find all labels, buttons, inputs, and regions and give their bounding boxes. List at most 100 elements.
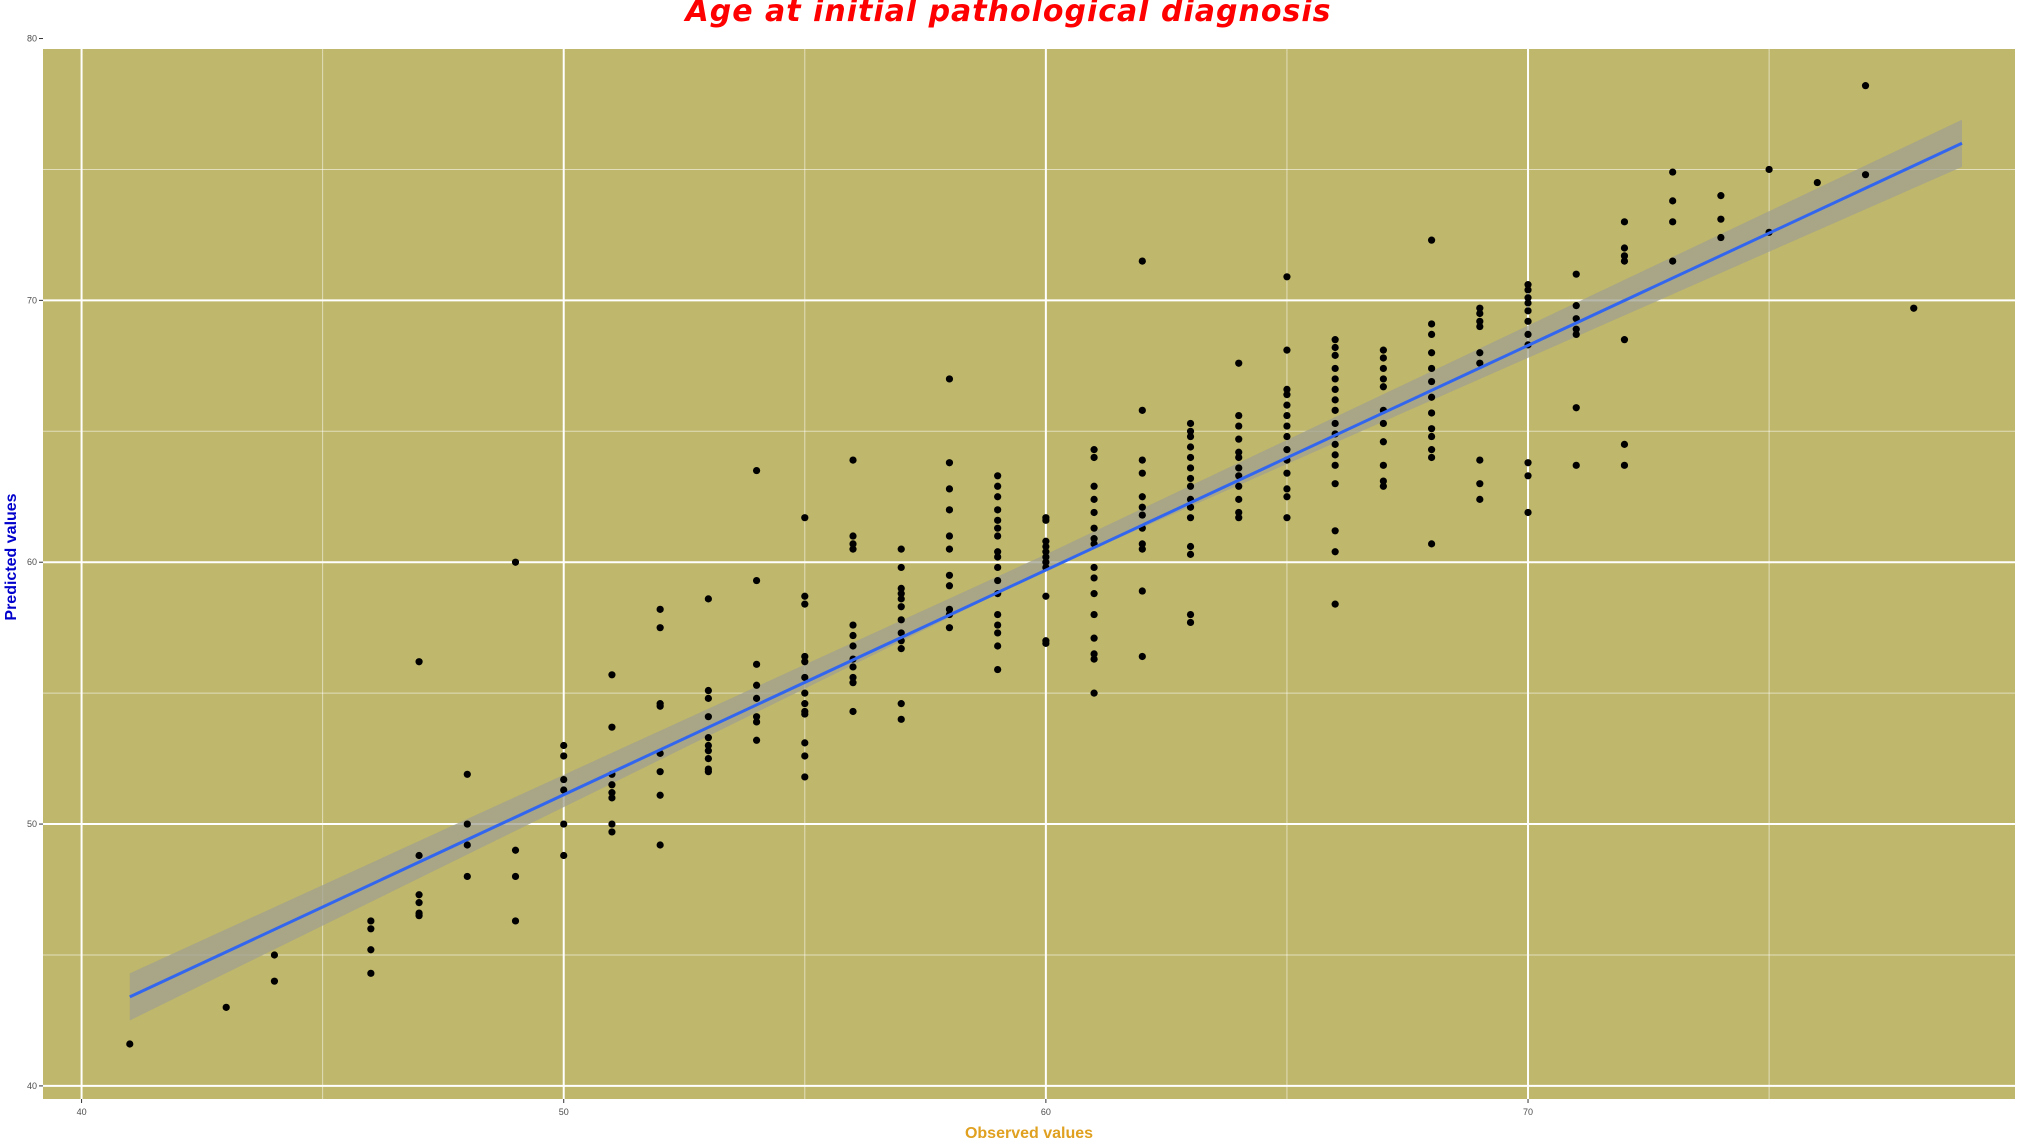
data-point xyxy=(1427,349,1436,357)
data-point xyxy=(1427,377,1436,386)
data-point xyxy=(1042,558,1050,566)
data-point xyxy=(897,700,905,708)
data-point xyxy=(1042,592,1050,600)
data-point xyxy=(1331,351,1339,359)
data-point xyxy=(1283,514,1291,522)
data-point xyxy=(608,789,616,797)
data-point xyxy=(1283,493,1291,501)
data-point xyxy=(1331,480,1339,488)
data-point xyxy=(1186,542,1195,551)
data-point xyxy=(849,545,857,553)
data-point xyxy=(1235,448,1243,456)
data-point xyxy=(1331,600,1339,608)
data-point xyxy=(849,621,857,629)
data-point xyxy=(1186,427,1195,435)
data-point xyxy=(1524,299,1532,307)
data-point xyxy=(994,548,1002,556)
data-point xyxy=(801,514,809,522)
data-point xyxy=(1427,393,1436,401)
data-point xyxy=(945,571,954,579)
data-point xyxy=(367,946,375,954)
data-point xyxy=(1524,286,1532,294)
data-point xyxy=(1186,550,1195,558)
data-point xyxy=(897,616,905,624)
data-point xyxy=(1717,215,1725,223)
data-point xyxy=(1476,317,1484,325)
x-tick-label: 50 xyxy=(559,1107,569,1117)
data-point xyxy=(608,781,616,789)
data-point xyxy=(849,679,857,687)
data-point xyxy=(1331,385,1339,393)
data-point xyxy=(1476,495,1484,503)
data-point xyxy=(1090,655,1098,663)
data-point xyxy=(1235,453,1243,462)
data-point xyxy=(656,605,664,613)
data-point xyxy=(1186,618,1195,627)
data-point xyxy=(1379,375,1387,383)
data-point xyxy=(945,375,954,383)
data-point xyxy=(367,917,375,925)
data-point xyxy=(1331,419,1339,428)
data-point xyxy=(945,506,954,514)
data-point xyxy=(1042,548,1050,556)
data-point xyxy=(801,673,809,682)
data-point xyxy=(1090,508,1098,517)
data-point xyxy=(415,912,423,920)
data-point xyxy=(560,775,568,784)
data-point xyxy=(897,584,905,593)
data-point xyxy=(1090,590,1098,598)
regression-line xyxy=(129,141,1963,999)
data-point xyxy=(1427,364,1436,373)
data-point xyxy=(994,532,1002,540)
data-point xyxy=(994,576,1002,585)
data-point xyxy=(608,794,616,802)
data-point xyxy=(1283,432,1291,441)
data-point xyxy=(897,603,905,611)
data-point xyxy=(1524,281,1532,289)
data-point xyxy=(1427,446,1436,454)
data-point xyxy=(415,899,423,907)
data-point xyxy=(752,466,761,475)
data-point xyxy=(1283,446,1291,454)
data-point xyxy=(1138,511,1146,519)
y-tick-label: 70 xyxy=(27,295,37,305)
data-point xyxy=(704,686,712,695)
data-point xyxy=(560,741,568,750)
x-tick-label: 70 xyxy=(1523,1107,1533,1117)
data-point xyxy=(801,773,809,781)
data-point xyxy=(656,702,664,710)
data-point xyxy=(1620,440,1629,448)
data-point xyxy=(897,563,905,572)
data-point xyxy=(1283,422,1291,430)
data-point xyxy=(1427,409,1436,417)
data-point xyxy=(994,524,1002,532)
data-point xyxy=(801,592,809,600)
data-point xyxy=(994,516,1002,524)
data-point xyxy=(897,595,905,603)
data-point xyxy=(1138,406,1146,414)
data-point xyxy=(270,977,279,985)
data-point xyxy=(1283,273,1291,281)
data-point xyxy=(1427,453,1436,462)
data-point xyxy=(1379,346,1387,354)
data-point xyxy=(1331,396,1339,404)
data-point xyxy=(704,694,712,702)
data-point xyxy=(1235,464,1243,472)
data-point xyxy=(752,694,761,702)
data-point xyxy=(1620,244,1629,252)
data-point xyxy=(1186,610,1195,619)
data-point xyxy=(560,752,568,760)
data-point xyxy=(511,917,520,925)
data-point xyxy=(994,610,1002,619)
data-point xyxy=(1042,516,1050,524)
data-point xyxy=(1235,435,1243,443)
y-tick-label: 60 xyxy=(27,557,37,567)
data-point xyxy=(1235,359,1243,367)
data-point xyxy=(1042,553,1050,561)
data-point xyxy=(415,891,423,899)
data-point xyxy=(994,493,1002,501)
data-point xyxy=(1379,364,1387,373)
data-point xyxy=(1331,364,1339,373)
data-points xyxy=(126,82,1918,1048)
